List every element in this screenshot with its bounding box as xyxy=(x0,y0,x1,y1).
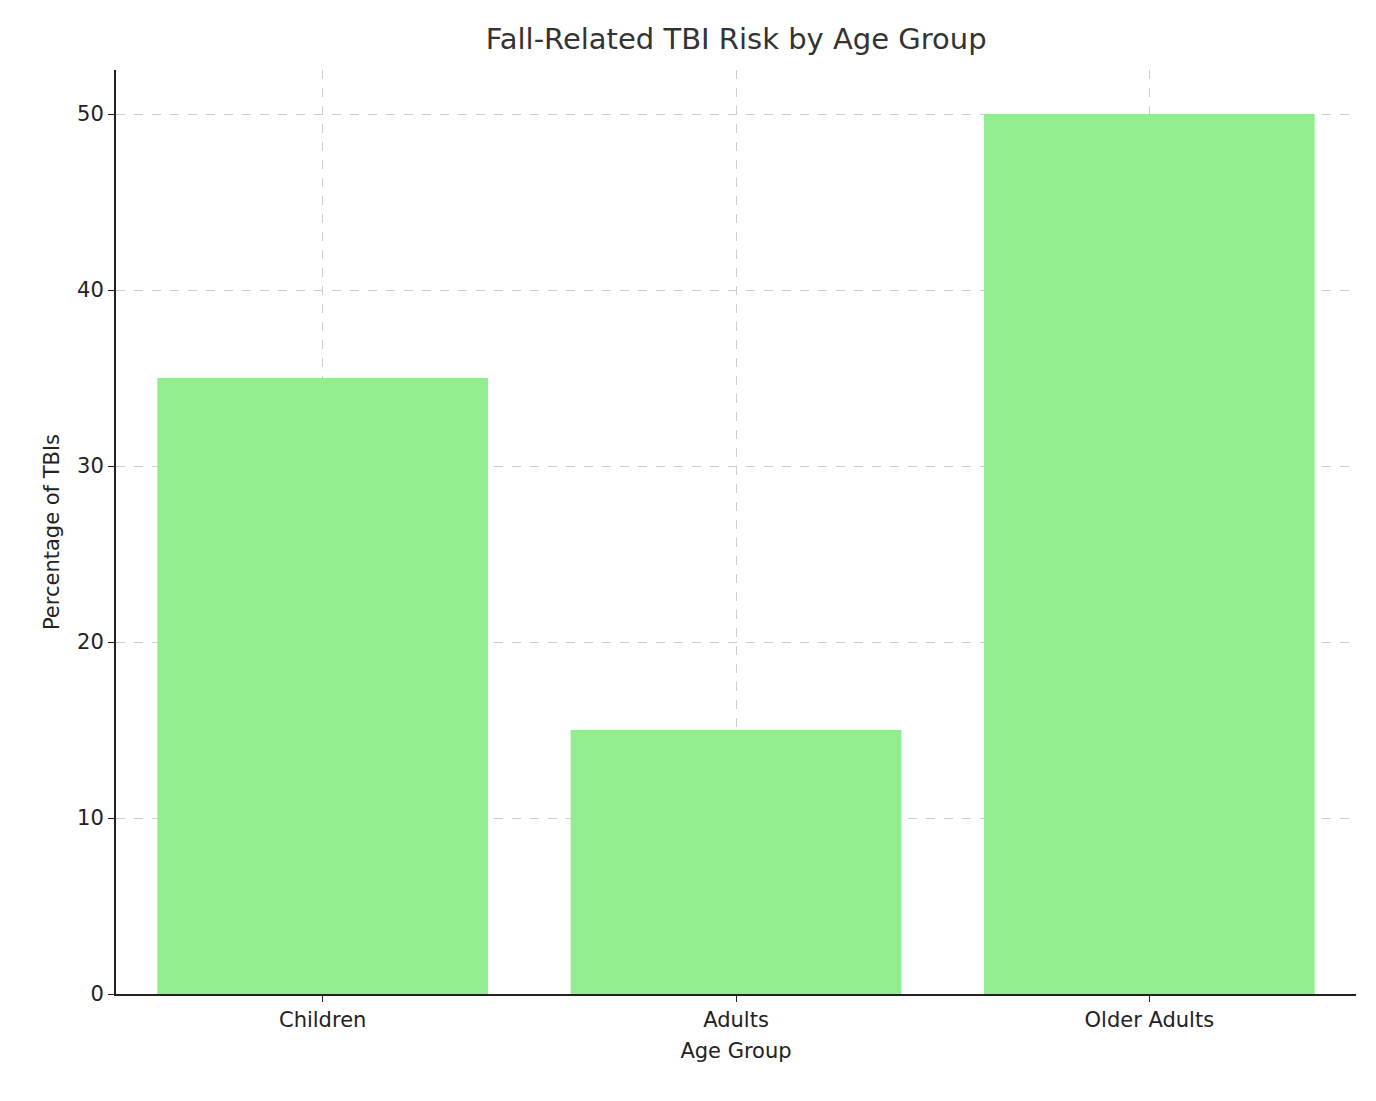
svg-text:10: 10 xyxy=(77,806,104,830)
svg-text:Older Adults: Older Adults xyxy=(1085,1008,1215,1032)
svg-text:Fall-Related TBI Risk by Age G: Fall-Related TBI Risk by Age Group xyxy=(486,22,987,56)
svg-text:Age Group: Age Group xyxy=(680,1039,791,1063)
svg-text:40: 40 xyxy=(77,278,104,302)
svg-text:30: 30 xyxy=(77,454,104,478)
svg-text:Adults: Adults xyxy=(703,1008,769,1032)
svg-text:50: 50 xyxy=(77,102,104,126)
svg-text:Children: Children xyxy=(279,1008,366,1032)
svg-text:Percentage of TBIs: Percentage of TBIs xyxy=(40,434,64,630)
svg-text:0: 0 xyxy=(90,982,103,1006)
svg-text:20: 20 xyxy=(77,630,104,654)
